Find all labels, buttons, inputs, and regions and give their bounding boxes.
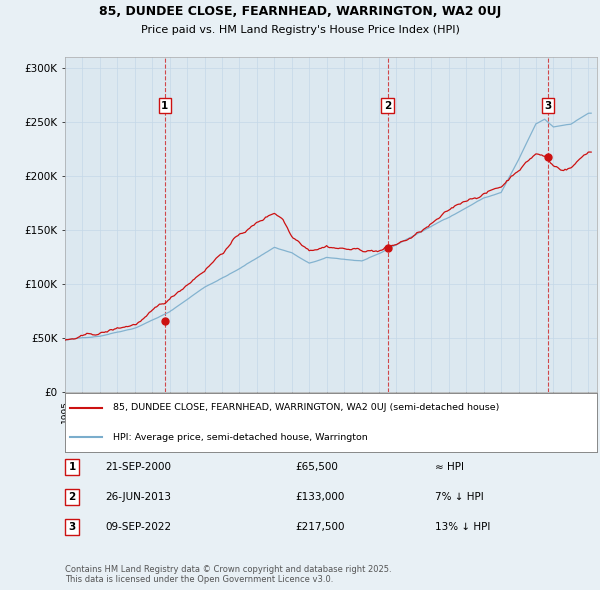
Text: Contains HM Land Registry data © Crown copyright and database right 2025.
This d: Contains HM Land Registry data © Crown c… <box>65 565 392 584</box>
Text: 2: 2 <box>384 100 391 110</box>
Text: 13% ↓ HPI: 13% ↓ HPI <box>435 522 490 532</box>
Text: 2: 2 <box>68 492 76 502</box>
Text: 21-SEP-2000: 21-SEP-2000 <box>105 462 171 472</box>
Text: £65,500: £65,500 <box>295 462 338 472</box>
Text: 3: 3 <box>68 522 76 532</box>
Text: HPI: Average price, semi-detached house, Warrington: HPI: Average price, semi-detached house,… <box>113 432 368 442</box>
Text: £133,000: £133,000 <box>295 492 344 502</box>
Text: Price paid vs. HM Land Registry's House Price Index (HPI): Price paid vs. HM Land Registry's House … <box>140 25 460 35</box>
Text: 09-SEP-2022: 09-SEP-2022 <box>105 522 171 532</box>
Text: ≈ HPI: ≈ HPI <box>435 462 464 472</box>
Text: 1: 1 <box>161 100 169 110</box>
Text: 3: 3 <box>544 100 551 110</box>
Text: 7% ↓ HPI: 7% ↓ HPI <box>435 492 484 502</box>
Text: 26-JUN-2013: 26-JUN-2013 <box>105 492 171 502</box>
Text: 85, DUNDEE CLOSE, FEARNHEAD, WARRINGTON, WA2 0UJ: 85, DUNDEE CLOSE, FEARNHEAD, WARRINGTON,… <box>99 5 501 18</box>
Text: 1: 1 <box>68 462 76 472</box>
Text: 85, DUNDEE CLOSE, FEARNHEAD, WARRINGTON, WA2 0UJ (semi-detached house): 85, DUNDEE CLOSE, FEARNHEAD, WARRINGTON,… <box>113 403 499 412</box>
Text: £217,500: £217,500 <box>295 522 344 532</box>
